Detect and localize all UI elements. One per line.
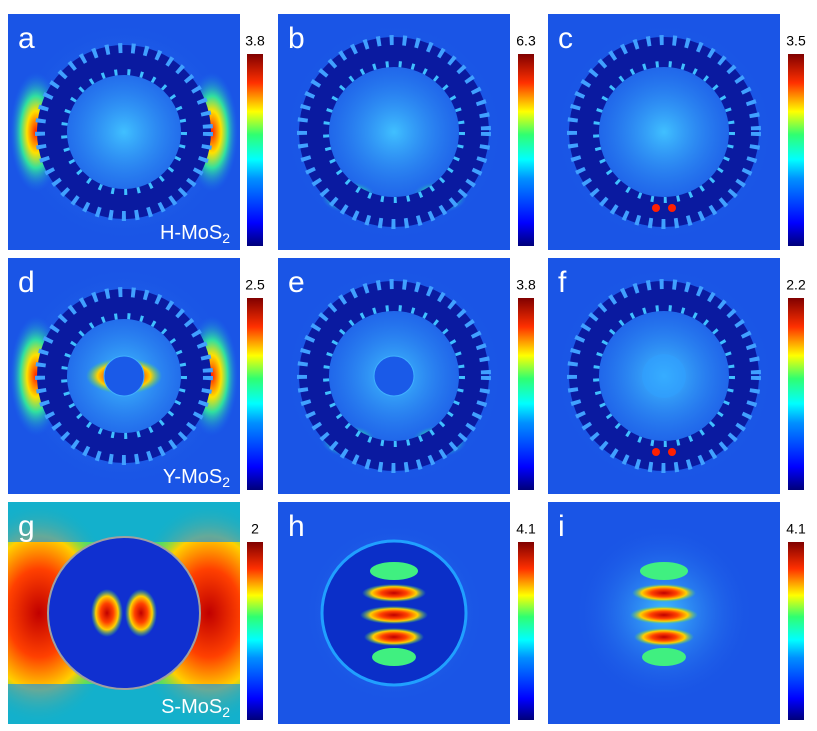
colorbar-max: 3.8 <box>245 33 265 49</box>
colorbar <box>518 298 534 490</box>
material-label: S-MoS2 <box>161 696 230 719</box>
panel-letter: g <box>18 510 35 543</box>
field-map <box>548 502 780 724</box>
colorbar <box>247 542 263 720</box>
colorbar <box>788 298 804 490</box>
stripe <box>364 628 424 646</box>
core <box>374 356 414 396</box>
field-map <box>8 258 240 494</box>
material-subscript: 2 <box>222 704 230 720</box>
hotspot <box>668 204 676 212</box>
field-map <box>278 502 510 724</box>
panel: h 4.1 <box>278 502 536 724</box>
field-map <box>278 258 510 494</box>
field-map <box>8 14 240 250</box>
stripe <box>630 606 698 624</box>
colorbar-max: 2.5 <box>245 277 265 293</box>
material-label: Y-MoS2 <box>163 466 230 489</box>
material-name: Y-MoS <box>163 466 222 488</box>
panel-letter: f <box>558 266 567 299</box>
panel: f 2.2 <box>548 258 806 494</box>
panel: d Y-MoS2 2.5 <box>8 258 265 494</box>
hotspot <box>652 204 660 212</box>
core <box>104 356 144 396</box>
hotspot <box>125 589 157 637</box>
panel-letter: d <box>18 266 35 299</box>
figure: aH-MoS23.8b6.3c3.5dY-MoS22.5e3.8f2.2gS-M… <box>0 0 817 731</box>
material-subscript: 2 <box>222 474 230 490</box>
colorbar-max: 2.2 <box>786 277 806 293</box>
hotspot <box>652 448 660 456</box>
hotspot <box>91 589 123 637</box>
colorbar-max: 6.3 <box>516 33 536 49</box>
material-name: S-MoS <box>161 696 222 718</box>
field-map <box>548 258 780 494</box>
stripe <box>642 648 686 666</box>
colorbar <box>247 298 263 490</box>
core <box>642 354 686 398</box>
colorbar-max: 3.8 <box>516 277 536 293</box>
panel-letter: c <box>558 22 573 55</box>
colorbar-max: 3.5 <box>786 33 806 49</box>
field-map <box>0 502 289 724</box>
colorbar-max: 4.1 <box>516 521 536 537</box>
panel-letter: e <box>288 266 305 299</box>
panel-letter: b <box>288 22 305 55</box>
material-name: H-MoS <box>160 222 222 244</box>
stripe <box>360 606 428 624</box>
field-map <box>548 14 780 250</box>
stripe <box>370 562 418 580</box>
panel: e 3.8 <box>278 258 536 494</box>
colorbar <box>518 54 534 246</box>
panel: b 6.3 <box>278 14 536 250</box>
panel-letter: a <box>18 22 35 55</box>
colorbar-max: 4.1 <box>786 521 806 537</box>
material-subscript: 2 <box>222 230 230 246</box>
colorbar <box>518 542 534 720</box>
panel-letter: i <box>558 510 565 543</box>
stripe <box>640 562 688 580</box>
stripe <box>634 628 694 646</box>
hotspot <box>668 448 676 456</box>
material-label: H-MoS2 <box>160 222 230 245</box>
colorbar <box>247 54 263 246</box>
panel-letter: h <box>288 510 305 543</box>
colorbar-max: 2 <box>251 521 259 537</box>
colorbar <box>788 542 804 720</box>
stripe <box>632 584 696 602</box>
panel: i 4.1 <box>548 502 806 724</box>
stripe <box>372 648 416 666</box>
colorbar <box>788 54 804 246</box>
panel: c 3.5 <box>548 14 806 250</box>
panel: a H-MoS2 3.8 <box>8 14 265 250</box>
field-map <box>278 14 510 250</box>
stripe <box>362 584 426 602</box>
sphere <box>48 537 200 689</box>
